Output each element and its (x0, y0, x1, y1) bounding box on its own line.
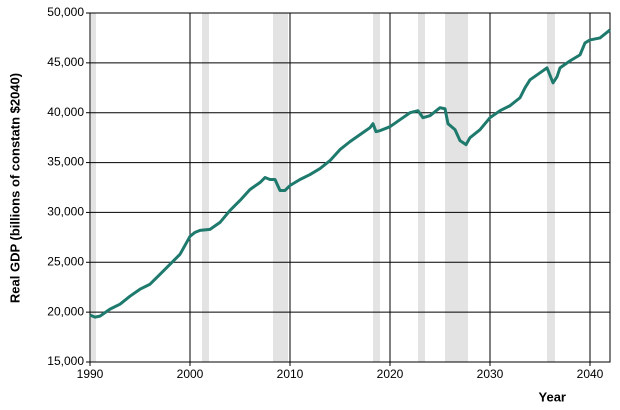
y-tick-label: 25,000 (47, 254, 84, 268)
y-tick-label: 15,000 (47, 354, 84, 368)
plot-border (89, 12, 611, 363)
y-tick-label: 20,000 (47, 304, 84, 318)
y-axis-title: Real GDP (billions of constatn $2040) (7, 73, 22, 303)
shaded-period (445, 13, 468, 362)
x-tick-label: 2040 (577, 367, 604, 381)
y-tick-label: 50,000 (47, 5, 84, 19)
shaded-period (91, 13, 96, 362)
x-tick-label: 2000 (177, 367, 204, 381)
x-axis-title: Year (539, 389, 566, 404)
x-tick-label: 2010 (277, 367, 304, 381)
y-tick-label: 35,000 (47, 155, 84, 169)
shaded-period (373, 13, 380, 362)
y-tick-label: 45,000 (47, 55, 84, 69)
shaded-period (202, 13, 209, 362)
x-tick-label: 2030 (477, 367, 504, 381)
shaded-period (418, 13, 425, 362)
y-tick-label: 40,000 (47, 105, 84, 119)
x-tick-label: 2020 (377, 367, 404, 381)
plot-area (90, 13, 610, 362)
y-tick-label: 30,000 (47, 205, 84, 219)
shaded-period (273, 13, 288, 362)
shaded-period (547, 13, 555, 362)
x-tick-label: 1990 (77, 367, 104, 381)
data-line (89, 28, 611, 319)
